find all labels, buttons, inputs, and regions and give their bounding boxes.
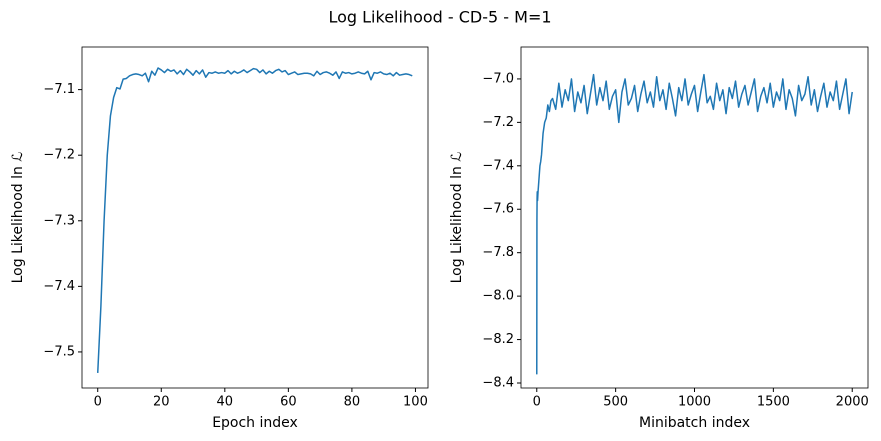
x-tick-label: 80 [344,395,361,410]
x-tick-label: 2000 [836,395,869,410]
y-axis-label: Log Likelihood ln ℒ [449,152,465,284]
y-tick-label: −8.0 [482,289,514,304]
y-tick-label: −7.1 [43,82,75,97]
x-tick-label: 1000 [678,395,711,410]
y-tick-label: −7.2 [482,115,514,130]
data-line [536,73,853,375]
y-tick-label: −7.6 [482,202,514,217]
x-tick-label: 40 [217,395,234,410]
y-tick-label: −7.4 [482,158,514,173]
axes-frame [520,46,869,389]
x-tick-label: 0 [94,395,102,410]
x-tick-label: 1500 [757,395,790,410]
x-tick-label: 20 [153,395,170,410]
x-tick-label: 100 [403,395,428,410]
figure-title: Log Likelihood - CD-5 - M=1 [328,8,551,27]
x-tick-label: 500 [603,395,628,410]
y-tick-label: −7.8 [482,245,514,260]
y-axis-label: Log Likelihood ln ℒ [10,152,26,284]
y-tick-label: −7.3 [43,213,75,228]
y-tick-label: −8.4 [482,376,514,391]
x-tick-label: 0 [533,395,541,410]
y-tick-label: −8.2 [482,332,514,347]
x-tick-label: 60 [280,395,297,410]
y-tick-label: −7.5 [43,344,75,359]
y-tick-label: −7.0 [482,71,514,86]
y-tick-label: −7.4 [43,279,75,294]
data-line [96,67,413,373]
x-axis-label: Epoch index [212,415,298,431]
y-tick-label: −7.2 [43,148,75,163]
x-axis-label: Minibatch index [639,415,750,431]
axes-frame [81,46,429,389]
